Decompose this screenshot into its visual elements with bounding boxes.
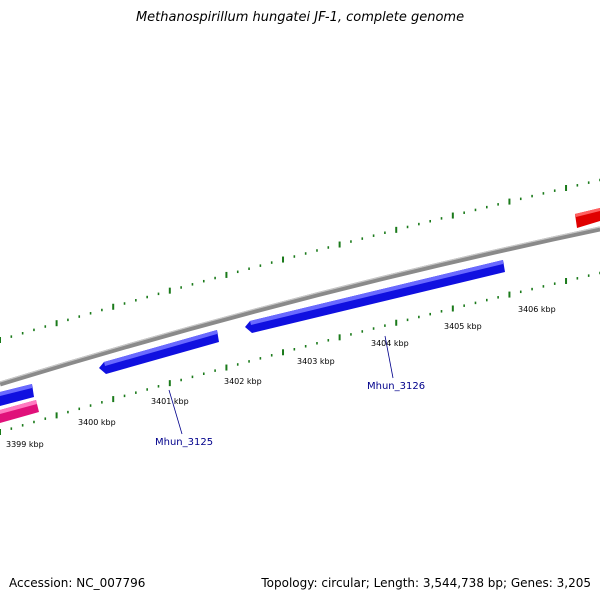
accession-text: Accession: NC_007796 bbox=[9, 576, 145, 590]
tick-label-3399: 3399 kbp bbox=[6, 440, 44, 449]
genome-map: 3399 kbp 3400 kbp 3401 kbp 3402 kbp 3403… bbox=[0, 0, 600, 600]
tick-label-3401: 3401 kbp bbox=[151, 397, 189, 406]
tick-label-3400: 3400 kbp bbox=[78, 418, 116, 427]
tick-label-3404: 3404 kbp bbox=[371, 339, 409, 348]
tick-label-3402: 3402 kbp bbox=[224, 377, 262, 386]
gene-label-mhun-3126[interactable]: Mhun_3126 bbox=[367, 381, 425, 392]
tick-label-3405: 3405 kbp bbox=[444, 322, 482, 331]
genome-stats-text: Topology: circular; Length: 3,544,738 bp… bbox=[261, 576, 591, 590]
tick-label-3406: 3406 kbp bbox=[518, 305, 556, 314]
inner-tick-ring bbox=[0, 272, 600, 435]
gene-forward-red[interactable] bbox=[575, 208, 600, 228]
tick-label-3403: 3403 kbp bbox=[297, 357, 335, 366]
gene-label-mhun-3125[interactable]: Mhun_3125 bbox=[155, 437, 213, 448]
